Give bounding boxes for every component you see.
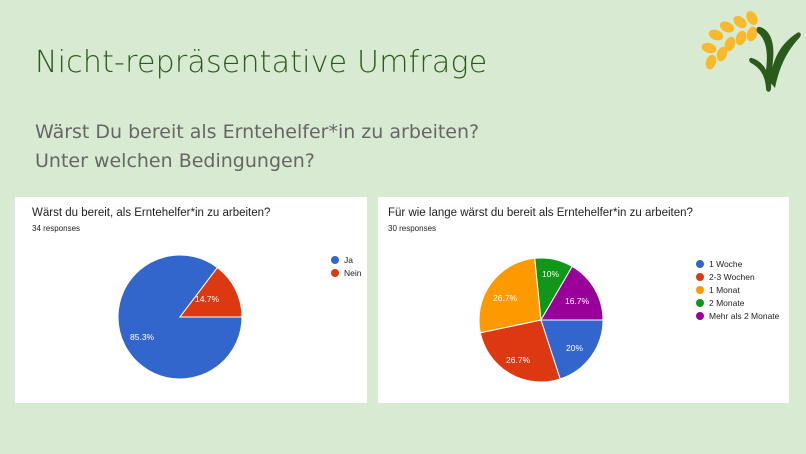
chart-card-willingness: Wärst du bereit, als Erntehelfer*in zu a… — [15, 197, 367, 403]
chart-title: Wärst du bereit, als Erntehelfer*in zu a… — [32, 207, 271, 219]
pie-chart: 85.3% 14.7% — [117, 254, 243, 380]
legend-item-1-monat[interactable]: 1 Monat — [696, 283, 779, 296]
legend-label: 1 Monat — [709, 284, 740, 295]
pie-slice-nein[interactable] — [178, 266, 243, 318]
slice-label-1-woche: 20% — [566, 343, 583, 353]
legend-dot-icon — [331, 268, 339, 277]
legend-label: 2 Monate — [709, 297, 745, 308]
chart-card-duration: Für wie lange wärst du bereit als Ernteh… — [378, 197, 789, 403]
response-count: 34 responses — [32, 224, 81, 233]
legend-item-1-woche[interactable]: 1 Woche — [696, 257, 779, 270]
legend-item-2-3-wochen[interactable]: 2-3 Wochen — [696, 270, 779, 283]
pie-slice-mehr-als-2-monate[interactable] — [540, 265, 604, 321]
legend-item-ja[interactable]: Ja — [331, 253, 361, 266]
legend-dot-icon — [331, 255, 339, 264]
legend-label: Ja — [344, 254, 353, 265]
legend-label: 2-3 Wochen — [709, 271, 755, 282]
legend-item-nein[interactable]: Nein — [331, 266, 361, 279]
slice-label-nein: 14.7% — [195, 294, 220, 304]
pie-slice-2-3-wochen[interactable] — [479, 319, 561, 383]
chart-legend: 1 Woche 2-3 Wochen 1 Monat 2 Monate Mehr… — [696, 257, 779, 322]
subtitle-line-2: Unter welchen Bedingungen? — [35, 150, 315, 172]
slice-label-ja: 85.3% — [130, 332, 155, 342]
legend-label: Nein — [344, 267, 362, 278]
chart-legend: Ja Nein — [331, 253, 361, 279]
slide-subtitle: Wärst Du bereit als Erntehelfer*in zu ar… — [35, 118, 479, 176]
slice-label-2-3-wochen: 26.7% — [506, 355, 531, 365]
slice-label-1-monat: 26.7% — [493, 293, 518, 303]
legend-dot-icon — [696, 272, 704, 281]
legend-item-2-monate[interactable]: 2 Monate — [696, 296, 779, 309]
wheat-grain-logo-icon — [701, 11, 801, 92]
slice-label-2-monate: 10% — [542, 269, 559, 279]
slide-title: Nicht-repräsentative Umfrage — [35, 45, 488, 80]
pie-slice-1-woche[interactable] — [540, 319, 604, 380]
legend-label: Mehr als 2 Monate — [709, 310, 780, 321]
legend-label: 1 Woche — [709, 258, 743, 269]
chart-title: Für wie lange wärst du bereit als Ernteh… — [388, 207, 693, 219]
pie-slice-1-monat[interactable] — [478, 257, 542, 334]
subtitle-line-1: Wärst Du bereit als Erntehelfer*in zu ar… — [35, 121, 480, 143]
slice-label-mehr-als-2-monate: 16.7% — [565, 296, 590, 306]
legend-dot-icon — [696, 285, 704, 294]
legend-dot-icon — [696, 259, 704, 268]
legend-item-mehr-als-2-monate[interactable]: Mehr als 2 Monate — [696, 309, 779, 322]
pie-chart: 20% 26.7% 26.7% 10% 16.7% — [478, 257, 604, 383]
legend-dot-icon — [696, 298, 704, 307]
response-count: 30 responses — [388, 224, 437, 233]
legend-dot-icon — [696, 311, 704, 320]
